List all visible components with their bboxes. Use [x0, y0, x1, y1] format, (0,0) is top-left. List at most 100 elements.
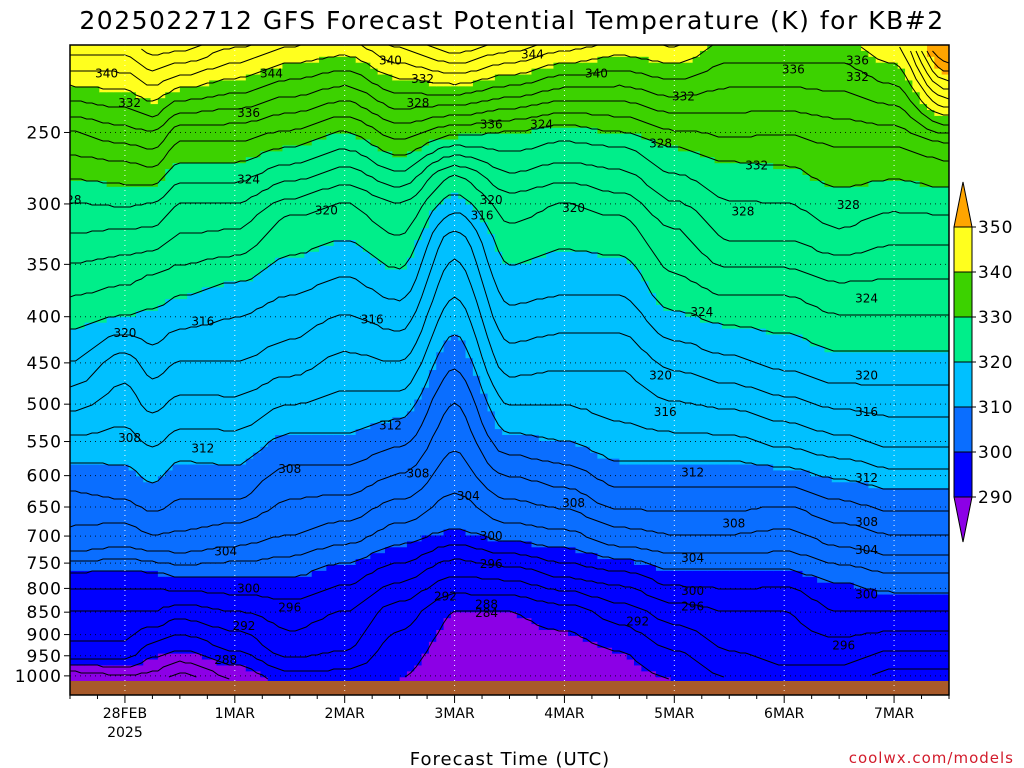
field-cell: [553, 45, 562, 64]
field-cell: [597, 133, 606, 259]
x-tick-label: 3MAR: [434, 706, 475, 722]
contour-314: [70, 258, 949, 448]
field-cell: [113, 92, 122, 188]
field-cell: [172, 92, 181, 164]
field-cell: [582, 251, 591, 448]
field-cell: [355, 139, 364, 247]
colorbar-tick-label: 310: [978, 398, 1013, 418]
field-cell: [128, 470, 137, 572]
field-cell: [743, 45, 752, 164]
field-cell: [516, 263, 525, 436]
field-cell: [905, 80, 913, 182]
field-cell: [817, 45, 826, 182]
contour-label: 312: [681, 465, 704, 479]
field-cell: [656, 145, 664, 306]
field-cell: [201, 576, 210, 661]
grid-lines: [70, 45, 949, 695]
field-cell: [472, 80, 481, 135]
field-cell: [905, 45, 913, 82]
field-cell: [795, 45, 804, 170]
field-cell: [516, 435, 525, 542]
y-tick-label: 350: [27, 255, 62, 275]
field-cell: [245, 458, 254, 578]
field-cell: [494, 541, 503, 613]
field-cell: [868, 588, 877, 695]
field-cell: [84, 570, 93, 667]
field-cell: [575, 127, 584, 253]
field-cell: [846, 186, 855, 353]
contour-label: 328: [732, 205, 755, 219]
field-cell: [619, 559, 628, 655]
field-cell: [260, 45, 269, 70]
field-cell: [780, 169, 789, 336]
field-cell: [355, 45, 364, 64]
field-cell: [289, 576, 298, 695]
field-cell: [297, 257, 305, 436]
field-cell: [414, 151, 423, 241]
field-cell: [795, 334, 804, 472]
chart-title: 2025022712 GFS Forecast Potential Temper…: [79, 6, 944, 35]
field-cell: [773, 45, 782, 170]
field-cell: [209, 576, 218, 661]
field-cell: [897, 45, 906, 70]
field-cell: [905, 488, 913, 596]
field-cell: [780, 334, 789, 472]
field-cell: [758, 570, 767, 695]
field-cell: [824, 352, 833, 477]
field-cell: [927, 352, 935, 489]
contour-label: 288: [214, 653, 237, 667]
field-cell: [641, 565, 650, 672]
field-cell: [707, 45, 716, 158]
field-cell: [641, 56, 650, 141]
field-cell: [692, 316, 701, 466]
y-tick-label: 400: [27, 308, 62, 328]
field-cell: [238, 464, 247, 578]
field-cell: [428, 370, 437, 537]
field-cell: [472, 535, 481, 613]
field-cell: [927, 186, 935, 353]
field-cell: [524, 618, 533, 695]
field-cell: [524, 435, 533, 542]
x-tick-label: 4MAR: [544, 706, 585, 722]
field-cell: [128, 665, 137, 695]
field-cell: [736, 464, 745, 572]
field-cell: [157, 576, 166, 655]
field-cell: [677, 570, 686, 695]
field-cell: [311, 45, 320, 64]
contour-label: 308: [118, 431, 141, 445]
field-cell: [699, 570, 708, 695]
x-tick-label: 7MAR: [874, 706, 915, 722]
field-cell: [685, 464, 694, 572]
field-cell: [612, 45, 620, 58]
field-cell: [341, 133, 349, 241]
field-cell: [648, 565, 657, 672]
field-cell: [619, 464, 628, 560]
contour-label: 296: [832, 638, 855, 652]
field-cell: [70, 45, 78, 87]
field-cell: [223, 80, 232, 164]
field-cell: [421, 653, 430, 695]
field-cell: [333, 45, 342, 58]
field-cell: [817, 180, 826, 347]
field-cell: [927, 56, 935, 111]
field-cell: [128, 45, 137, 93]
contour-label: 324: [855, 292, 878, 306]
x-tick-sublabel: 2025: [107, 725, 143, 741]
field-cell: [99, 322, 108, 466]
field-cell: [809, 576, 818, 695]
field-cell: [677, 62, 686, 152]
field-cell: [941, 74, 949, 117]
field-cell: [472, 612, 481, 695]
y-axis: 250 300 350 400 450 500 550 600 650 700 750 800 850 9…: [15, 123, 70, 687]
field-cell: [494, 45, 503, 76]
field-cell: [861, 588, 870, 695]
field-cell: [546, 68, 555, 129]
field-cell: [326, 245, 335, 436]
field-cell: [538, 547, 547, 631]
field-cell: [575, 251, 584, 448]
field-cell: [472, 45, 481, 82]
field-cell: [238, 80, 247, 164]
field-cell: [216, 576, 225, 667]
field-cell: [260, 68, 269, 152]
field-cell: [106, 570, 115, 667]
